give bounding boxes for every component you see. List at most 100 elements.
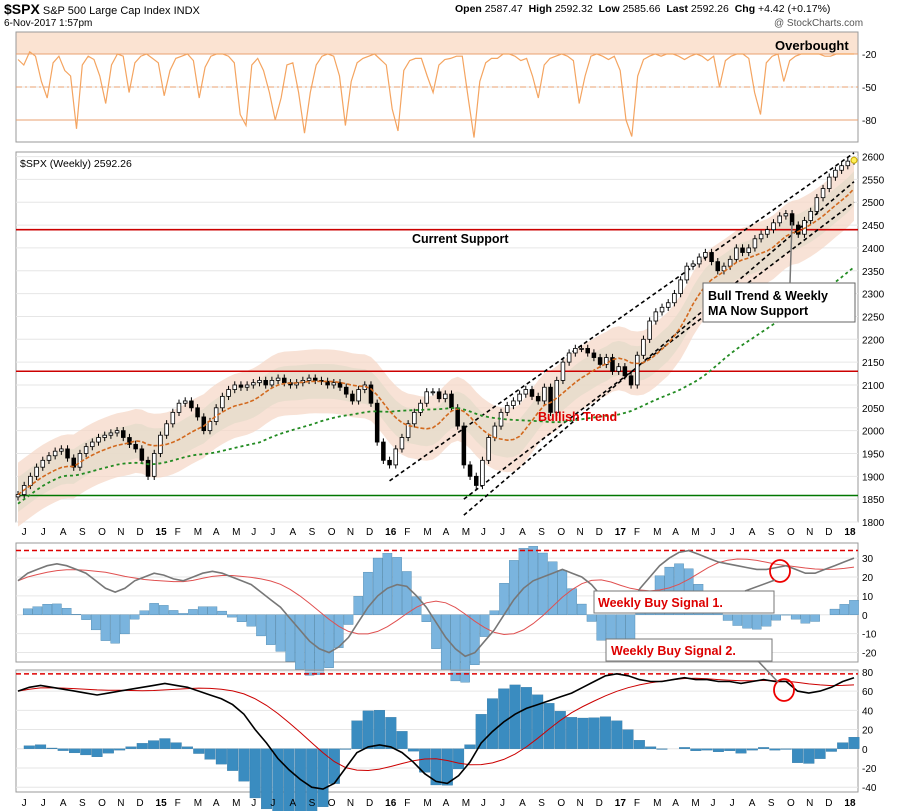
candle-body — [158, 434, 163, 454]
candle-body — [616, 366, 621, 372]
bottom-x-axis-label: N — [347, 798, 354, 809]
macd1-histogram-bar — [52, 603, 62, 615]
macd2-histogram-bar — [136, 743, 148, 749]
candle-body — [585, 348, 590, 354]
exchange: INDX — [173, 5, 200, 17]
macd1-histogram-bar — [674, 563, 684, 615]
candle-body — [356, 389, 361, 402]
candle-body — [282, 377, 287, 384]
macd2-histogram-bar — [272, 748, 284, 811]
macd2-histogram-bar — [374, 710, 385, 749]
macd2-histogram-bar — [362, 710, 374, 749]
x-axis-label: A — [213, 527, 220, 538]
macd2-histogram-bar — [792, 748, 803, 763]
x-axis-label: J — [251, 527, 256, 538]
x-axis-label: J — [481, 527, 486, 538]
candle-body — [560, 361, 566, 381]
macd2-histogram-bar — [170, 742, 182, 749]
x-axis-label: N — [347, 527, 354, 538]
macd2-histogram-bar — [780, 748, 792, 750]
candle-body — [715, 261, 721, 272]
candle-body — [374, 402, 380, 443]
price-tick-label: 2050 — [862, 404, 885, 415]
x-axis-label: O — [557, 527, 565, 538]
price-tick-label: 2100 — [862, 381, 885, 392]
candle-body — [740, 247, 745, 253]
macd2-histogram-bar — [758, 747, 770, 749]
macd2-histogram-bar — [656, 748, 668, 750]
macd2-histogram-bar — [599, 716, 611, 749]
x-axis-label: M — [194, 527, 202, 538]
macd1-histogram-bar — [752, 614, 762, 630]
macd2-histogram-bar — [91, 748, 103, 757]
candle-body — [232, 384, 237, 390]
macd2-histogram-bar — [385, 717, 397, 749]
last-price-marker — [850, 156, 858, 164]
credit: @ StockCharts.com — [774, 18, 864, 29]
last-label: Last — [666, 3, 688, 15]
candle-body — [765, 229, 770, 235]
x-axis-label: O — [787, 527, 795, 538]
macd1-main-line — [17, 549, 855, 658]
candle-body — [796, 224, 801, 235]
macd1-histogram-bar — [265, 614, 276, 645]
x-axis-label: F — [404, 527, 410, 538]
wr-tick-label: -80 — [862, 116, 877, 127]
bottom-x-axis-label: J — [500, 798, 505, 809]
x-axis-label: A — [519, 527, 526, 538]
macd2-histogram-bar — [249, 748, 261, 799]
candle-body — [96, 437, 101, 443]
candle-body — [418, 402, 423, 413]
index-name: S&P 500 Large Cap Index — [42, 5, 171, 17]
macd2-histogram-bar — [261, 748, 273, 810]
macd1-histogram-bar — [460, 614, 470, 683]
macd1-histogram-bar — [256, 614, 266, 637]
candle-body — [641, 338, 646, 356]
macd2-histogram-bar — [102, 748, 114, 754]
candle-body — [672, 293, 677, 304]
macd1-histogram-bar — [742, 614, 752, 629]
macd2-histogram-bar — [814, 748, 826, 759]
macd1-histogram-bar — [771, 614, 781, 621]
macd2-tick-label: 0 — [862, 745, 868, 756]
bottom-x-axis-label: A — [289, 798, 296, 809]
x-axis-label: M — [462, 527, 470, 538]
price-tick-label: 1950 — [862, 449, 885, 460]
x-axis-label: O — [328, 527, 336, 538]
macd2-histogram-bar — [487, 698, 498, 749]
macd1-histogram-bar — [761, 614, 772, 627]
candle-body — [306, 377, 312, 381]
bottom-x-axis-label: J — [710, 798, 715, 809]
price-tick-label: 2550 — [862, 175, 885, 186]
candle-body — [746, 247, 751, 253]
macd2-histogram-bar — [566, 717, 578, 749]
macd2-histogram-bar — [611, 720, 623, 749]
macd2-tick-label: 20 — [862, 726, 874, 737]
bottom-x-axis-label: J — [730, 798, 735, 809]
candle-body — [511, 400, 516, 406]
bull-trend-annotation-line2: MA Now Support — [708, 304, 809, 318]
macd1-tick-label: -20 — [862, 649, 877, 660]
macd2-histogram-bar — [148, 740, 160, 749]
candle-body — [331, 382, 337, 386]
candle-body — [220, 395, 225, 409]
candle-body — [65, 448, 70, 459]
price-tick-label: 2300 — [862, 290, 885, 301]
macd1-tick-label: -10 — [862, 630, 877, 641]
macd1-histogram-bar — [236, 614, 247, 622]
macd1-tick-label: 30 — [862, 554, 874, 565]
candle-body — [368, 384, 374, 404]
x-axis-label: M — [653, 527, 661, 538]
candle-body — [771, 222, 776, 231]
bull-trend-annotation-line1: Bull Trend & Weekly — [708, 289, 828, 303]
x-axis-label: A — [60, 527, 67, 538]
macd1-histogram-bar — [577, 603, 587, 615]
candle-body — [523, 389, 529, 395]
x-axis-label: M — [423, 527, 431, 538]
macd2-histogram-bar — [724, 748, 736, 751]
candle-body — [684, 265, 690, 281]
macd2-tick-label: 80 — [862, 668, 874, 679]
x-axis-label: J — [41, 527, 46, 538]
macd1-histogram-bar — [625, 614, 636, 640]
